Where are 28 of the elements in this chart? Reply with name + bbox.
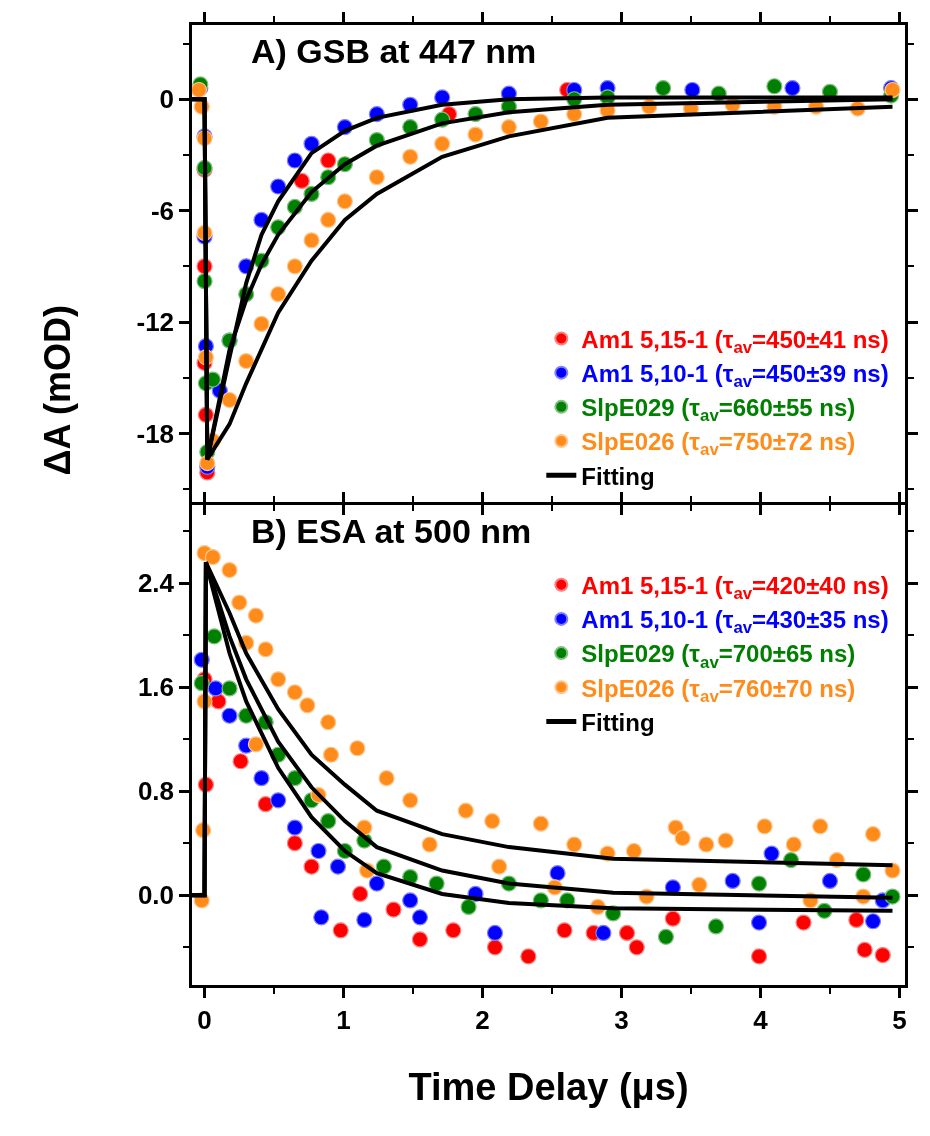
legend-label: SlpE026 (τ$_{av}$=750±72 ns) [581, 428, 856, 460]
y-tick-label: -12 [136, 307, 175, 338]
legend-label: Am1 5,15-1 (τ$_{av}$=450±41 ns) [581, 325, 889, 357]
x-tick-label: 4 [753, 1004, 769, 1035]
x-tick-label: 2 [475, 1004, 490, 1035]
y-tick-label: 2.4 [137, 568, 175, 599]
y-tick-label: -18 [136, 418, 175, 449]
legend-label: Fitting [581, 708, 655, 736]
x-tick-label: 0 [197, 1004, 212, 1035]
x-tick-label: 3 [614, 1004, 629, 1035]
legend-label: SlpE029 (τ$_{av}$=660±55 ns) [581, 394, 856, 426]
y-tick-label: 0.8 [137, 776, 175, 807]
text: Am1 5,10-1 (τ$_{av}$=430±35 ns) [581, 606, 889, 638]
x-axis-title: Time Delay (μs) [408, 1066, 689, 1109]
chart-title: B) ESA at 500 nm [251, 512, 532, 550]
legend-label: SlpE026 (τ$_{av}$=760±70 ns) [581, 674, 856, 706]
legend-label: SlpE029 (τ$_{av}$=700±65 ns) [581, 640, 856, 672]
text: Am1 5,15-1 (τ$_{av}$=420±40 ns) [581, 572, 889, 604]
y-tick-label: 1.6 [137, 672, 175, 703]
legend-label: Am1 5,10-1 (τ$_{av}$=450±39 ns) [581, 360, 889, 392]
y-tick-label: 0.0 [137, 880, 175, 911]
chart-title: A) GSB at 447 nm [251, 32, 537, 70]
x-tick-label: 5 [892, 1004, 907, 1035]
x-tick-label: 1 [336, 1004, 351, 1035]
y-tick-label: 0 [159, 84, 175, 115]
y-axis-title: ΔA (mOD) [36, 304, 78, 476]
y-tick-label: -6 [150, 195, 175, 226]
legend-label: Fitting [581, 462, 655, 490]
